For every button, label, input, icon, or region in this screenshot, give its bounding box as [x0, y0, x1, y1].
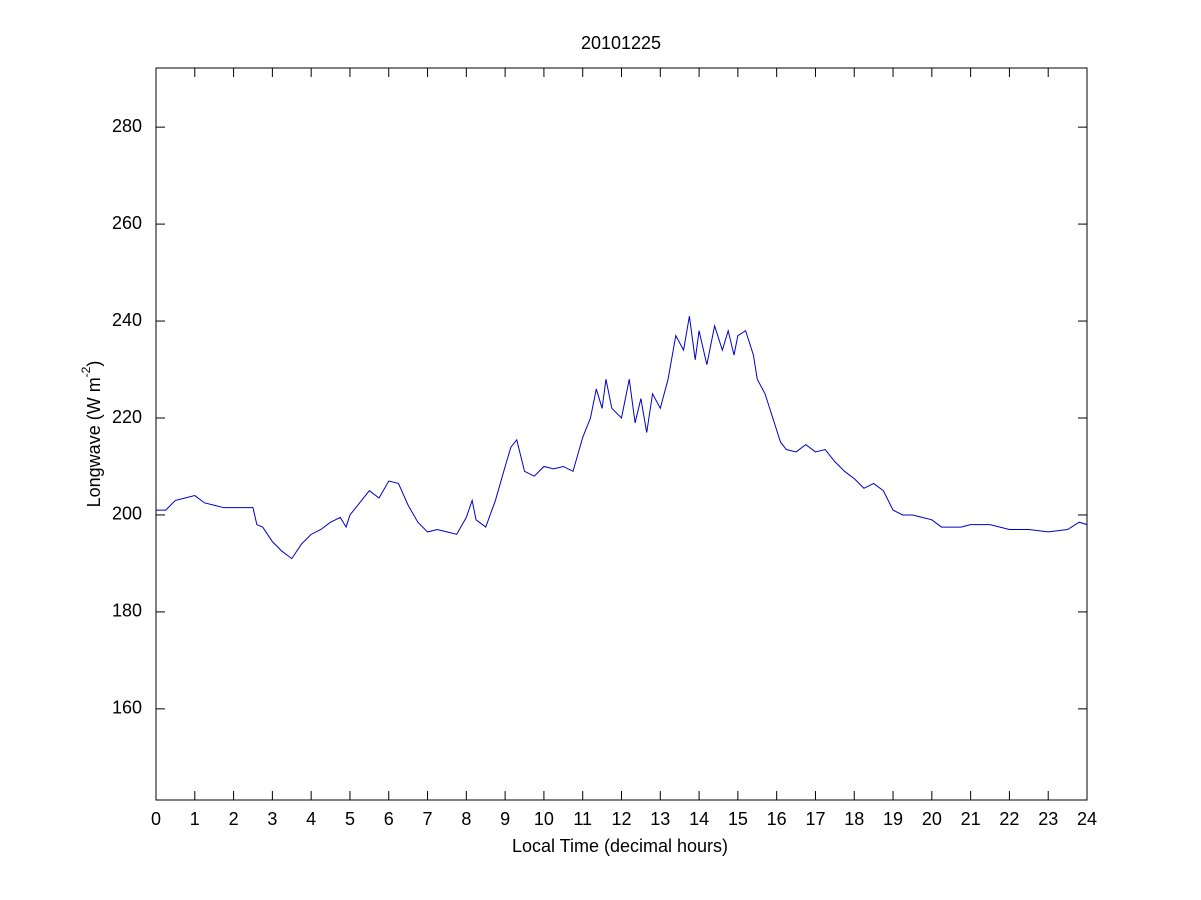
x-tick-label: 21 — [961, 809, 981, 829]
y-tick-label: 260 — [112, 213, 142, 233]
x-axis-label: Local Time (decimal hours) — [512, 836, 728, 856]
x-tick-label: 3 — [267, 809, 277, 829]
x-tick-label: 11 — [573, 809, 592, 829]
chart-title: 20101225 — [581, 33, 661, 53]
x-tick-label: 7 — [423, 809, 433, 829]
x-tick-label: 0 — [151, 809, 161, 829]
x-tick-label: 9 — [500, 809, 510, 829]
y-tick-label: 220 — [112, 407, 142, 427]
x-tick-label: 14 — [689, 809, 709, 829]
y-label-suffix: ) — [84, 361, 104, 367]
x-tick-label: 10 — [534, 809, 554, 829]
plot-frame — [155, 67, 1088, 801]
x-tick-label: 18 — [844, 809, 864, 829]
x-tick-label: 20 — [922, 809, 942, 829]
data-line — [156, 316, 1088, 560]
x-tick-label: 16 — [767, 809, 787, 829]
x-tick-label: 23 — [1038, 809, 1058, 829]
x-tick-label: 6 — [384, 809, 394, 829]
y-label-text: Longwave (W m — [84, 377, 104, 507]
x-tick-label: 24 — [1077, 809, 1097, 829]
x-tick-label: 19 — [883, 809, 903, 829]
x-tick-label: 5 — [345, 809, 355, 829]
x-tick-label: 12 — [611, 809, 631, 829]
y-label-superscript: -2 — [79, 366, 93, 377]
y-axis-label: Longwave (W m-2) — [79, 361, 104, 508]
y-tick-label: 160 — [112, 698, 142, 718]
y-tick-label: 200 — [112, 504, 142, 524]
x-tick-label: 17 — [805, 809, 825, 829]
x-tick-label: 2 — [229, 809, 239, 829]
y-tick-label: 180 — [112, 601, 142, 621]
x-tick-label: 13 — [650, 809, 670, 829]
y-tick-label: 280 — [112, 116, 142, 136]
x-tick-label: 1 — [190, 809, 200, 829]
x-tick-label: 8 — [461, 809, 471, 829]
y-tick-label: 240 — [112, 310, 142, 330]
x-tick-label: 22 — [999, 809, 1019, 829]
x-tick-label: 15 — [728, 809, 748, 829]
x-tick-label: 4 — [306, 809, 316, 829]
